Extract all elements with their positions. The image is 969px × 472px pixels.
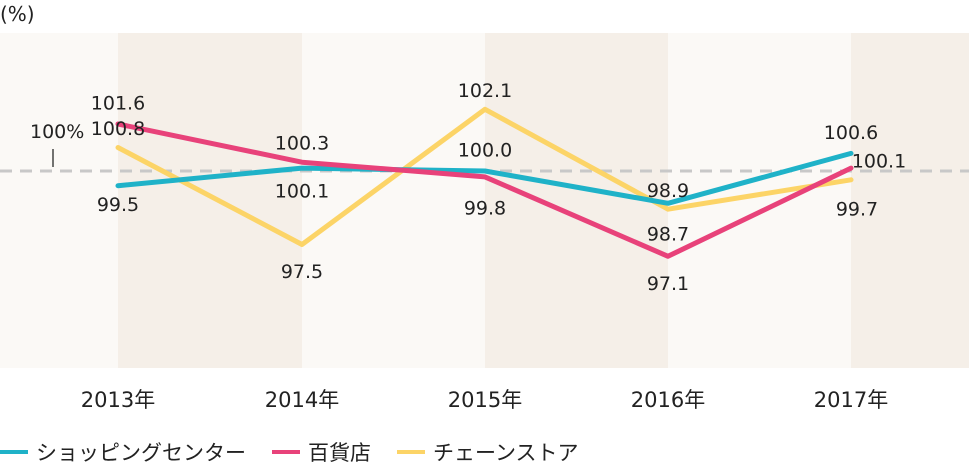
legend-label-department-store: 百貨店 (308, 441, 371, 465)
legend-swatch-department-store (272, 450, 300, 454)
data-label-chain-store-2: 102.1 (458, 80, 512, 102)
legend: ショッピングセンター 百貨店 チェーンストア (0, 437, 605, 467)
plot-band-0 (0, 33, 118, 368)
data-label-department-store-4: 100.1 (852, 151, 906, 173)
x-tick-label-2: 2015年 (448, 388, 522, 412)
data-label-chain-store-0: 100.8 (91, 118, 145, 140)
data-label-department-store-2: 99.8 (464, 197, 506, 219)
plot-band-3 (485, 33, 668, 368)
data-label-department-store-0: 101.6 (91, 92, 145, 114)
data-label-shopping-center-3: 98.9 (647, 180, 689, 202)
data-label-shopping-center-2: 100.0 (458, 140, 512, 162)
data-label-department-store-1: 100.3 (275, 133, 329, 155)
data-label-chain-store-4: 99.7 (836, 198, 878, 220)
y-unit-label: (%) (0, 2, 35, 26)
data-label-shopping-center-0: 99.5 (97, 194, 139, 216)
x-tick-label-3: 2016年 (631, 388, 705, 412)
legend-swatch-chain-store (397, 450, 425, 454)
data-label-chain-store-1: 97.5 (281, 261, 323, 283)
data-label-shopping-center-1: 100.1 (275, 181, 329, 203)
reference-label: 100% (30, 121, 84, 143)
legend-label-chain-store: チェーンストア (433, 441, 579, 465)
legend-label-shopping-center: ショッピングセンター (36, 441, 246, 465)
legend-item-chain-store: チェーンストア (397, 437, 579, 467)
data-label-department-store-3: 97.1 (647, 273, 689, 295)
plot-band-2 (302, 33, 485, 368)
data-label-chain-store-3: 98.7 (647, 224, 689, 246)
plot-band-5 (851, 33, 969, 368)
legend-swatch-shopping-center (0, 450, 28, 454)
x-tick-label-0: 2013年 (81, 388, 155, 412)
x-tick-label-4: 2017年 (814, 388, 888, 412)
plot-band-1 (118, 33, 302, 368)
plot-band-4 (668, 33, 851, 368)
legend-item-department-store: 百貨店 (272, 437, 371, 467)
legend-item-shopping-center: ショッピングセンター (0, 437, 246, 467)
x-tick-label-1: 2014年 (265, 388, 339, 412)
data-label-shopping-center-4: 100.6 (824, 122, 878, 144)
